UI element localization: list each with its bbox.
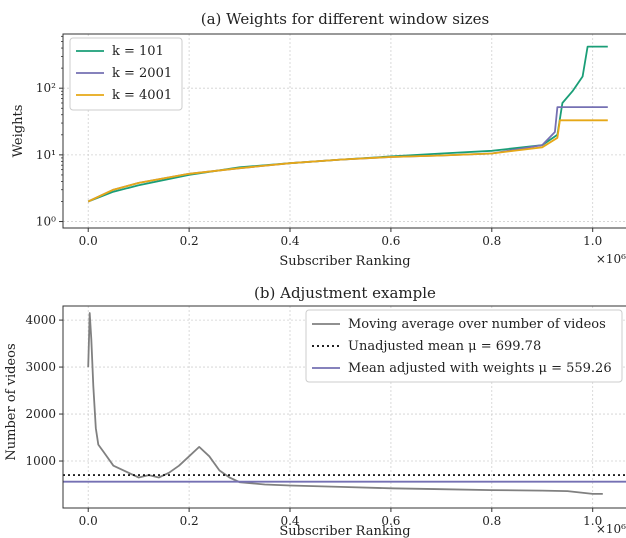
panel-b-xtick-label: 0.0 bbox=[79, 514, 98, 528]
panel-b-ylabel: Number of videos bbox=[4, 343, 19, 460]
panel-a: (a) Weights for different window sizes 0… bbox=[11, 10, 626, 269]
panel-b-title: (b) Adjustment example bbox=[254, 284, 436, 302]
panel-b-xtick-label: 0.6 bbox=[381, 514, 400, 528]
panel-a-legend-label: k = 4001 bbox=[112, 88, 172, 103]
panel-b-xtick-label: 0.2 bbox=[180, 514, 199, 528]
panel-a-xtick-label: 0.6 bbox=[381, 234, 400, 248]
panel-a-ytick-label: 10² bbox=[36, 81, 56, 95]
panel-a-ytick-label: 10⁰ bbox=[36, 215, 56, 229]
panel-a-xtick-label: 0.8 bbox=[482, 234, 501, 248]
panel-a-legend-label: k = 101 bbox=[112, 44, 164, 59]
panel-b-legend-box bbox=[305, 309, 623, 383]
panel-b-series-line bbox=[87, 312, 603, 495]
panel-a-xlabel: Subscriber Ranking bbox=[279, 254, 410, 269]
panel-a-xtick-label: 0.4 bbox=[280, 234, 299, 248]
panel-b-legend: Moving average over number of videos Unad… bbox=[305, 309, 623, 383]
panel-b-legend-label: Mean adjusted with weights μ = 559.26 bbox=[348, 361, 612, 376]
panel-b-xtick-label: 1.0 bbox=[583, 514, 602, 528]
panel-a-title: (a) Weights for different window sizes bbox=[201, 10, 490, 28]
panel-b-ytick-label: 1000 bbox=[25, 454, 56, 468]
panel-b-x-multiplier: ×10⁶ bbox=[596, 522, 626, 536]
panel-b-series bbox=[63, 312, 626, 495]
panel-a-legend-box bbox=[69, 37, 183, 111]
panel-b-ytick-label: 3000 bbox=[25, 360, 56, 374]
panel-b-ticks: 0.0 0.2 0.4 0.6 0.8 1.0 1000 2000 3000 4000 bbox=[25, 313, 602, 528]
panel-a-legend: k = 101 k = 2001 k = 4001 bbox=[69, 37, 183, 111]
panel-a-frame bbox=[62, 33, 626, 229]
panel-a-xtick-label: 1.0 bbox=[583, 234, 602, 248]
panel-b-xlabel: Subscriber Ranking bbox=[279, 524, 410, 538]
panel-b-frame bbox=[62, 305, 626, 509]
panel-a-ytick-label: 10¹ bbox=[36, 148, 56, 162]
panel-b-ytick-label: 2000 bbox=[25, 407, 56, 421]
panel-a-x-multiplier: ×10⁶ bbox=[596, 252, 626, 266]
panel-b-ytick-label: 4000 bbox=[25, 313, 56, 327]
panel-b-xtick-label: 0.8 bbox=[482, 514, 501, 528]
panel-a-series-line bbox=[87, 106, 608, 203]
panel-a-xtick-label: 0.0 bbox=[79, 234, 98, 248]
panel-a-ticks: 0.0 0.2 0.4 0.6 0.8 1.0 10⁰ 10¹ 10² bbox=[36, 35, 602, 248]
panel-a-xtick-label: 0.2 bbox=[180, 234, 199, 248]
panel-a-ylabel: Weights bbox=[11, 105, 26, 158]
panel-a-grid bbox=[63, 34, 626, 228]
panel-b: (b) Adjustment example 0.0 0.2 0.4 0.6 0.8 1.… bbox=[4, 284, 626, 538]
panel-b-legend-label: Unadjusted mean μ = 699.78 bbox=[348, 339, 541, 354]
panel-a-legend-label: k = 2001 bbox=[112, 66, 172, 81]
panel-a-series-line bbox=[87, 45, 608, 203]
panel-a-series bbox=[87, 45, 608, 203]
panel-b-legend-label: Moving average over number of videos bbox=[348, 317, 606, 332]
panel-b-xtick-label: 0.4 bbox=[280, 514, 299, 528]
panel-a-series-line bbox=[87, 119, 608, 203]
